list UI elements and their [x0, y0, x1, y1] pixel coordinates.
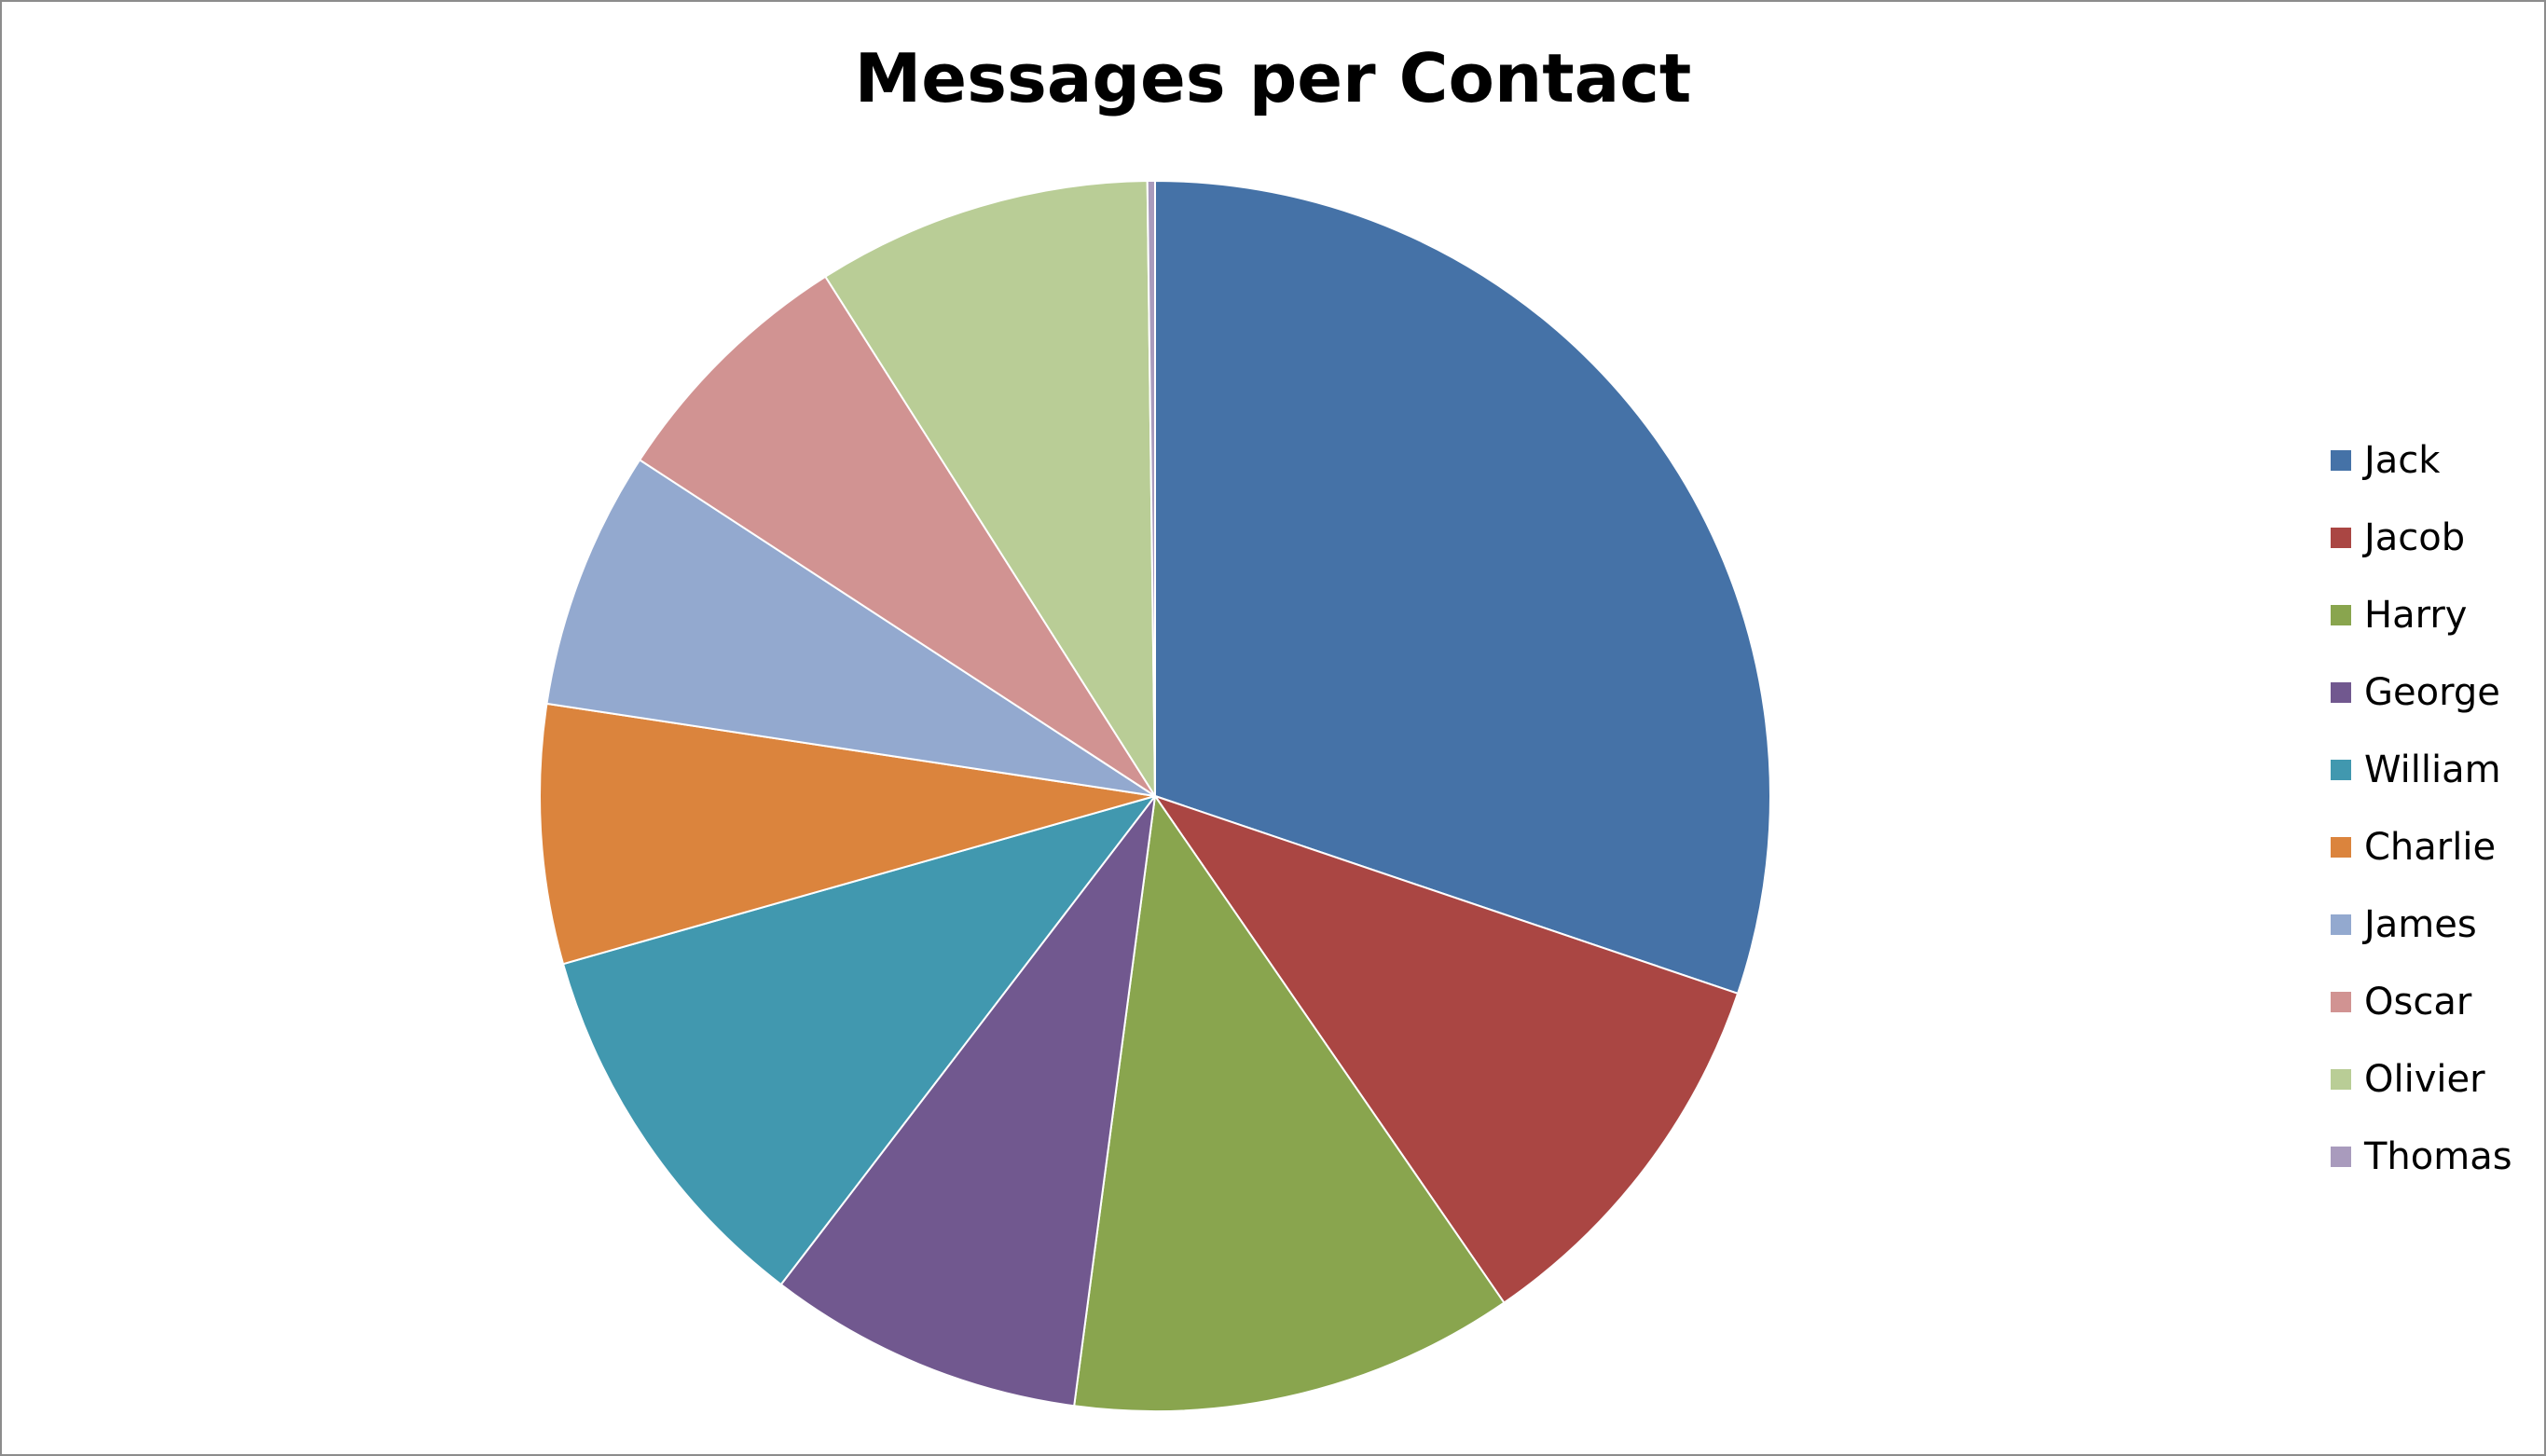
pie-slice-charlie	[539, 702, 1156, 966]
legend-swatch	[2331, 604, 2351, 625]
legend-label: Jacob	[2364, 515, 2466, 559]
legend-label: James	[2364, 902, 2477, 946]
legend-swatch	[2331, 1068, 2351, 1090]
pie-slice-thomas	[1146, 179, 1156, 797]
legend-swatch	[2331, 913, 2351, 935]
legend-label: Oscar	[2364, 980, 2472, 1023]
legend-item-jack: Jack	[2331, 421, 2512, 499]
legend-swatch	[2331, 681, 2351, 703]
pie-slice-george	[779, 795, 1156, 1408]
legend-item-charlie: Charlie	[2331, 808, 2512, 886]
legend-label: Jack	[2364, 438, 2441, 482]
pie-slice-harry	[1073, 795, 1506, 1412]
legend-swatch	[2331, 759, 2351, 780]
legend-item-william: William	[2331, 731, 2512, 808]
legend-swatch	[2331, 991, 2351, 1012]
legend-item-olivier: Olivier	[2331, 1040, 2512, 1118]
pie-slice-james	[545, 459, 1156, 797]
legend-label: Harry	[2364, 593, 2468, 637]
legend: Jack Jacob Harry George William Charlie James O…	[2331, 421, 2512, 1195]
legend-label: George	[2364, 670, 2500, 714]
legend-item-george: George	[2331, 653, 2512, 731]
pie-slice-jacob	[1154, 795, 1740, 1304]
legend-swatch	[2331, 836, 2351, 858]
pie-slice-olivier	[824, 180, 1156, 797]
legend-swatch	[2331, 1146, 2351, 1167]
legend-label: Olivier	[2364, 1057, 2485, 1101]
legend-swatch	[2331, 527, 2351, 548]
legend-label: Charlie	[2364, 825, 2497, 869]
legend-swatch	[2331, 449, 2351, 471]
legend-item-jacob: Jacob	[2331, 499, 2512, 576]
legend-item-harry: Harry	[2331, 576, 2512, 653]
pie-slice-oscar	[639, 275, 1156, 797]
pie-slice-jack	[1154, 180, 1771, 995]
legend-label: William	[2364, 748, 2501, 791]
pie-slice-william	[562, 795, 1156, 1286]
legend-label: Thomas	[2364, 1134, 2512, 1178]
chart-title: Messages per Contact	[854, 39, 1692, 117]
legend-item-james: James	[2331, 886, 2512, 963]
legend-item-oscar: Oscar	[2331, 963, 2512, 1040]
legend-item-thomas: Thomas	[2331, 1118, 2512, 1195]
